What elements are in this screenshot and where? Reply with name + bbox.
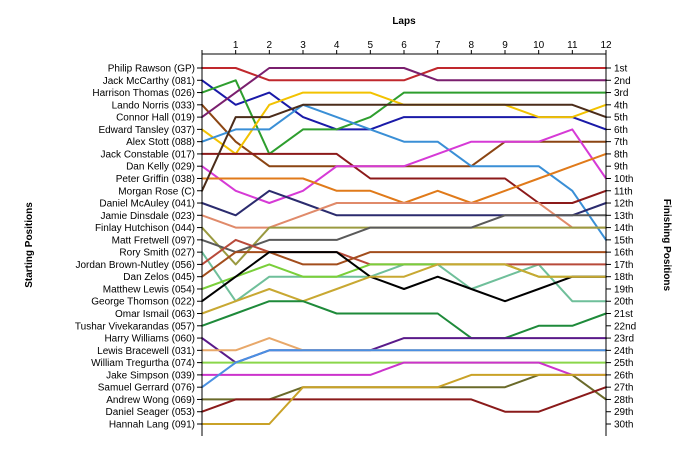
starting-position-label: George Thomson (022)	[91, 297, 195, 308]
finishing-position-label: 21st	[614, 309, 633, 320]
starting-position-label: Jake Simpson (039)	[106, 370, 195, 381]
finishing-position-label: 17th	[614, 260, 633, 271]
x-tick-label: 3	[300, 40, 306, 51]
finishing-position-label: 9th	[614, 162, 628, 173]
finishing-position-label: 2nd	[614, 76, 631, 87]
finishing-position-label: 20th	[614, 297, 633, 308]
series-layer	[201, 67, 607, 425]
finishing-position-label: 5th	[614, 113, 628, 124]
finishing-position-label: 14th	[614, 223, 633, 234]
starting-position-label: Lewis Bracewell (031)	[97, 346, 195, 357]
starting-position-label: Jordan Brown-Nutley (056)	[76, 260, 196, 271]
finishing-position-label: 23rd	[614, 334, 634, 345]
finishing-position-label: 24th	[614, 346, 633, 357]
finishing-position-label: 10th	[614, 174, 633, 185]
starting-position-label: Jamie Dinsdale (023)	[101, 211, 196, 222]
series-line	[201, 373, 607, 425]
starting-position-label: Jack McCarthy (081)	[103, 76, 195, 87]
series-line	[201, 263, 607, 315]
series-line	[201, 128, 607, 204]
starting-position-label: Harrison Thomas (026)	[92, 88, 195, 99]
starting-position-label: Dan Kelly (029)	[126, 162, 195, 173]
starting-position-label: Connor Hall (019)	[116, 113, 195, 124]
y-axis-title-left: Starting Positions	[24, 202, 35, 288]
x-tick-label: 4	[334, 40, 340, 51]
x-tick-label: 7	[435, 40, 441, 51]
finishing-position-label: 7th	[614, 137, 628, 148]
starting-position-label: Omar Ismail (063)	[115, 309, 195, 320]
x-tick-label: 11	[567, 40, 578, 51]
finishing-position-label: 26th	[614, 370, 633, 381]
y-axis-title-right: Finishing Positions	[661, 199, 672, 292]
series-line	[201, 251, 607, 303]
x-tick-label: 12	[600, 40, 612, 51]
starting-position-label: Morgan Rose (C)	[118, 186, 195, 197]
starting-position-label: Samuel Gerrard (076)	[98, 383, 195, 394]
finishing-position-label: 18th	[614, 272, 633, 283]
finishing-position-label: 3rd	[614, 88, 628, 99]
starting-position-label: Edward Tansley (037)	[98, 125, 195, 136]
finishing-position-label: 4th	[614, 100, 628, 111]
starting-position-label: Dan Zelos (045)	[123, 272, 195, 283]
starting-position-label: Finlay Hutchison (044)	[95, 223, 195, 234]
starting-position-label: William Tregurtha (074)	[91, 358, 195, 369]
series-line	[201, 300, 607, 340]
starting-position-label: Harry Williams (060)	[104, 334, 195, 345]
starting-position-label: Tushar Vivekarandas (057)	[75, 321, 195, 332]
x-tick-label: 8	[469, 40, 475, 51]
axes-layer	[197, 50, 611, 436]
x-tick-label: 5	[368, 40, 374, 51]
starting-position-label: Peter Griffin (038)	[116, 174, 195, 185]
finishing-position-label: 25th	[614, 358, 633, 369]
series-line	[201, 386, 607, 413]
series-line	[201, 214, 607, 254]
x-axis-title: Laps	[392, 16, 416, 27]
starting-position-label: Daniel McAuley (041)	[99, 199, 195, 210]
series-line	[201, 103, 607, 241]
starting-position-label: Philip Rawson (GP)	[108, 64, 195, 75]
starting-position-label: Andrew Wong (069)	[106, 395, 195, 406]
series-line	[201, 349, 607, 389]
series-line	[201, 361, 607, 376]
starting-position-label: Jack Constable (017)	[101, 149, 196, 160]
series-line	[201, 67, 607, 82]
series-line	[201, 67, 607, 119]
starting-position-label: Matthew Lewis (054)	[103, 284, 195, 295]
finishing-position-label: 12th	[614, 199, 633, 210]
finishing-position-label: 11th	[614, 186, 633, 197]
finishing-position-label: 6th	[614, 125, 628, 136]
starting-position-label: Alex Stott (088)	[126, 137, 195, 148]
finishing-position-label: 28th	[614, 395, 633, 406]
x-tick-label: 1	[233, 40, 239, 51]
starting-position-label: Daniel Seager (053)	[106, 407, 196, 418]
starting-position-label: Lando Norris (033)	[112, 100, 195, 111]
finishing-position-label: 30th	[614, 420, 633, 431]
finishing-position-label: 29th	[614, 407, 633, 418]
finishing-position-label: 13th	[614, 211, 633, 222]
x-tick-label: 9	[502, 40, 508, 51]
finishing-position-label: 22nd	[614, 321, 636, 332]
finishing-position-label: 1st	[614, 64, 628, 75]
finishing-position-label: 27th	[614, 383, 633, 394]
starting-position-label: Rory Smith (027)	[119, 248, 195, 259]
finishing-position-label: 15th	[614, 235, 633, 246]
finishing-position-label: 16th	[614, 248, 633, 259]
starting-position-label: Matt Fretwell (097)	[112, 235, 195, 246]
x-tick-label: 10	[533, 40, 545, 51]
x-tick-label: 2	[267, 40, 273, 51]
finishing-position-label: 8th	[614, 149, 628, 160]
x-tick-label: 6	[401, 40, 407, 51]
series-line	[201, 103, 607, 192]
finishing-position-label: 19th	[614, 284, 633, 295]
starting-position-label: Hannah Lang (091)	[109, 420, 195, 431]
